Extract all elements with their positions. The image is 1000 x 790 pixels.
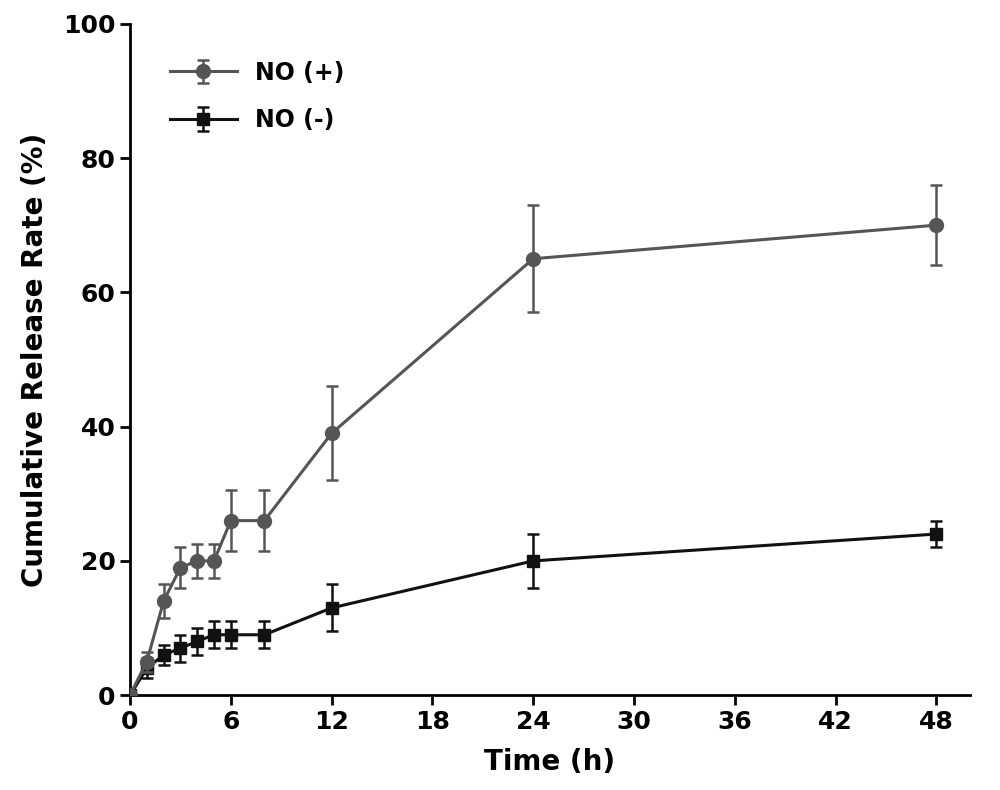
Legend: NO (+), NO (-): NO (+), NO (-): [159, 49, 357, 144]
X-axis label: Time (h): Time (h): [484, 747, 616, 776]
Y-axis label: Cumulative Release Rate (%): Cumulative Release Rate (%): [21, 133, 49, 586]
